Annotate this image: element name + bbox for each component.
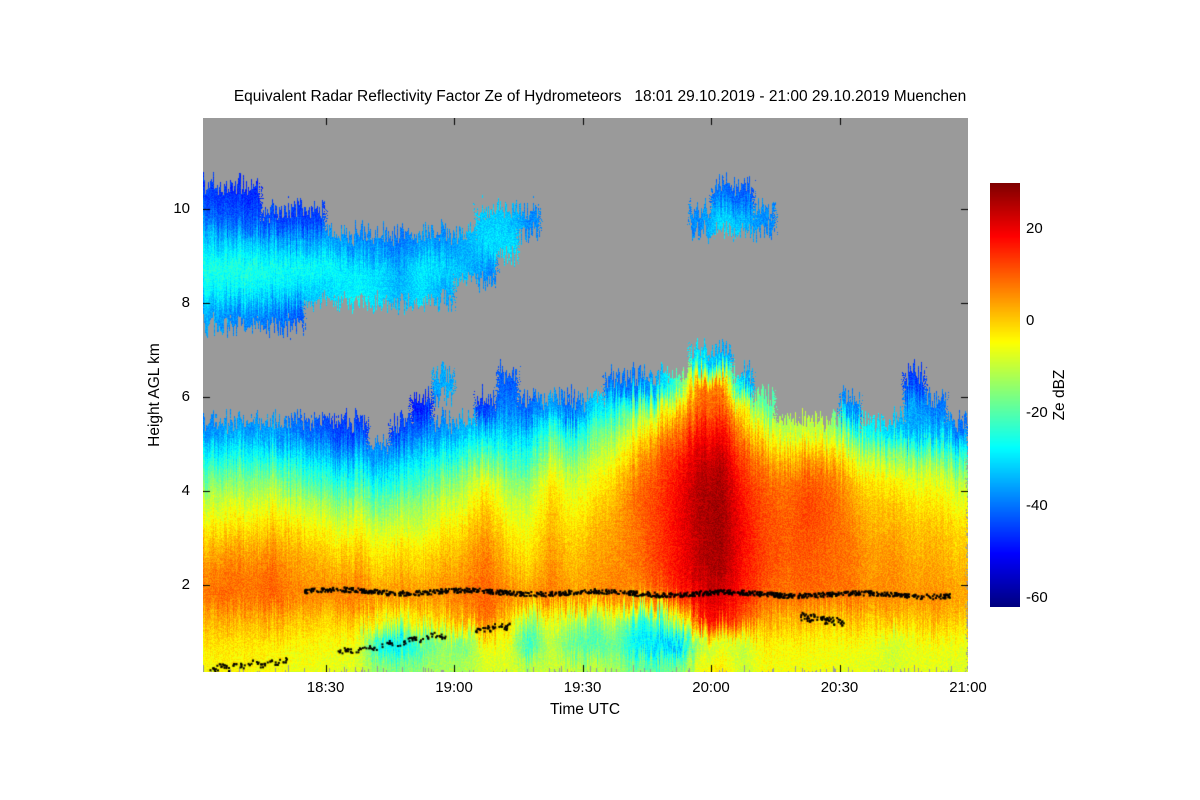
colorbar-tick-label: 20 bbox=[1026, 220, 1043, 238]
colorbar-canvas bbox=[990, 183, 1020, 607]
y-tick-label: 10 bbox=[173, 200, 190, 218]
chart-title: Equivalent Radar Reflectivity Factor Ze … bbox=[233, 88, 967, 105]
colorbar-tick-label: -20 bbox=[1026, 404, 1048, 422]
heatmap-canvas bbox=[203, 118, 968, 672]
colorbar-label: Ze dBZ bbox=[1051, 369, 1068, 421]
x-tick-label: 18:30 bbox=[306, 679, 345, 696]
x-axis-label: Time UTC bbox=[549, 701, 621, 718]
x-tick-label: 20:00 bbox=[692, 679, 730, 696]
y-tick-label: 2 bbox=[181, 576, 190, 594]
x-tick-label: 19:30 bbox=[563, 679, 602, 696]
colorbar-tick-label: 0 bbox=[1026, 312, 1035, 330]
y-tick-label: 6 bbox=[181, 388, 190, 406]
colorbar-tick-label: -60 bbox=[1026, 588, 1048, 606]
x-tick-label: 19:00 bbox=[435, 679, 473, 696]
x-tick-label: 21:00 bbox=[949, 679, 987, 696]
y-tick-label: 8 bbox=[181, 294, 190, 312]
colorbar-tick-label: -40 bbox=[1026, 496, 1048, 514]
x-tick-label: 20:30 bbox=[820, 679, 859, 696]
y-tick-label: 4 bbox=[181, 482, 190, 500]
